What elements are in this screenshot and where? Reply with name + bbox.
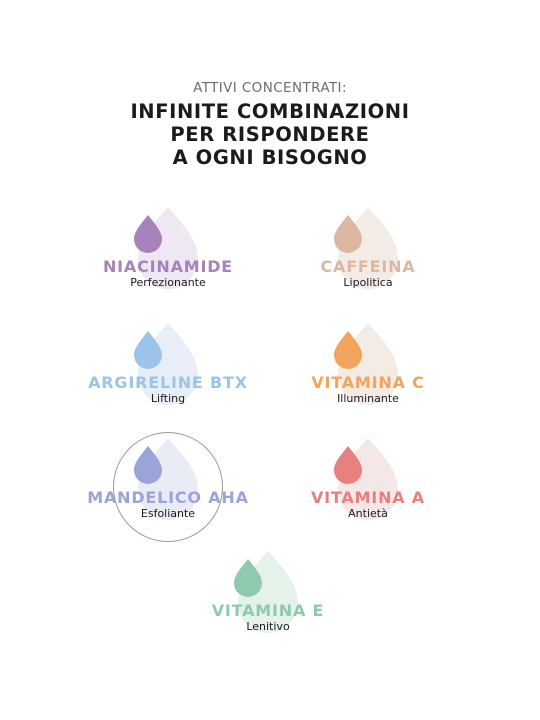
active-card-argireline-btx: ARGIRELINE BTX Lifting xyxy=(68,321,268,441)
selection-ring xyxy=(113,432,223,542)
drop-icon xyxy=(334,323,398,405)
headline-line-3: A OGNI BISOGNO xyxy=(172,146,368,169)
headline: INFINITE COMBINAZIONI PER RISPONDERE A O… xyxy=(0,100,540,169)
active-card-vitamina-c: VITAMINA C Illuminante xyxy=(268,321,468,441)
drop-icon xyxy=(334,207,398,289)
active-benefit: Antietà xyxy=(348,507,388,520)
active-name: VITAMINA E xyxy=(211,601,325,620)
headline-line-2: PER RISPONDERE xyxy=(170,123,370,146)
active-name: ARGIRELINE BTX xyxy=(88,373,248,392)
active-benefit: Perfezionante xyxy=(130,276,206,289)
drop-icon xyxy=(334,438,398,520)
active-benefit: Lifting xyxy=(150,392,186,405)
active-benefit: Lipolitica xyxy=(343,276,393,289)
active-name: VITAMINA C xyxy=(311,373,425,392)
active-card-vitamina-a: VITAMINA A Antietà xyxy=(268,436,468,556)
active-name: VITAMINA A xyxy=(311,488,425,507)
active-benefit: Lenitivo xyxy=(246,620,290,633)
active-card-vitamina-e: VITAMINA E Lenitivo xyxy=(168,549,368,669)
kicker: ATTIVI CONCENTRATI: xyxy=(193,80,347,96)
active-name: CAFFEINA xyxy=(320,257,416,276)
headline-line-1: INFINITE COMBINAZIONI xyxy=(130,100,410,123)
active-card-mandelico-aha: MANDELICO AHA Esfoliante xyxy=(68,432,268,556)
header: ATTIVI CONCENTRATI: INFINITE COMBINAZION… xyxy=(0,78,540,169)
drop-icon xyxy=(234,551,298,633)
active-card-niacinamide: NIACINAMIDE Perfezionante xyxy=(68,205,268,325)
drop-icon xyxy=(134,207,198,289)
active-name: NIACINAMIDE xyxy=(102,257,234,276)
drop-icon xyxy=(134,323,198,405)
drop-icon xyxy=(134,438,198,520)
active-card-caffeina: CAFFEINA Lipolitica xyxy=(268,205,468,325)
active-benefit: Illuminante xyxy=(337,392,399,405)
active-name: MANDELICO AHA xyxy=(87,488,249,507)
active-benefit: Esfoliante xyxy=(140,507,196,520)
